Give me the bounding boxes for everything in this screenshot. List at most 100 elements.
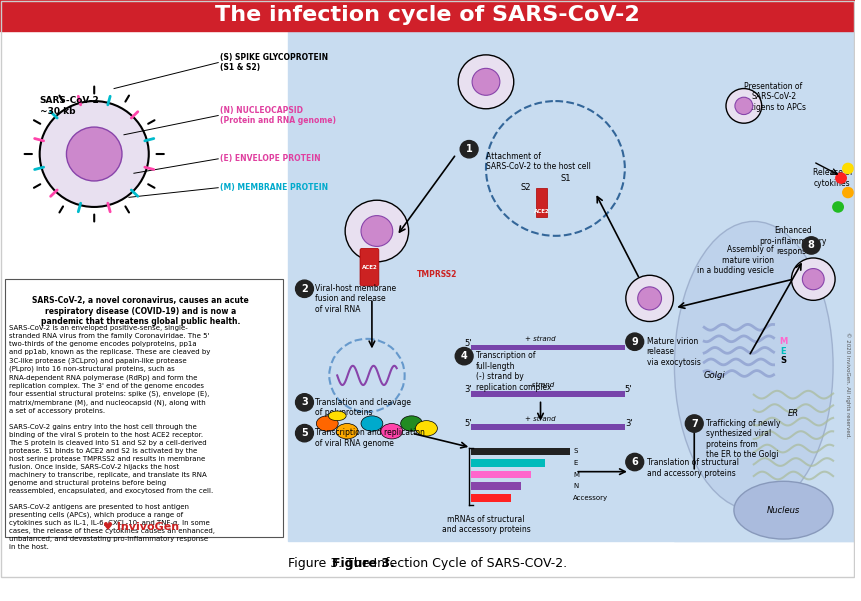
Text: 3': 3' — [624, 419, 632, 428]
Circle shape — [841, 187, 853, 198]
Circle shape — [460, 141, 478, 158]
Text: E: E — [573, 460, 577, 466]
Text: Translation of structural
and accessory proteins: Translation of structural and accessory … — [646, 458, 738, 478]
Circle shape — [66, 127, 122, 181]
Text: Enhanced
pro-inflammatory
response: Enhanced pro-inflammatory response — [759, 226, 827, 256]
Text: ACE2: ACE2 — [362, 265, 377, 270]
Ellipse shape — [673, 221, 832, 510]
Text: E: E — [780, 347, 785, 356]
Circle shape — [684, 415, 703, 432]
Ellipse shape — [400, 416, 422, 432]
Circle shape — [361, 216, 393, 246]
Bar — [673, 31, 854, 541]
Text: N: N — [573, 483, 578, 489]
Text: SARS-CoV-2 is an enveloped positive-sense, single-
stranded RNA virus from the f: SARS-CoV-2 is an enveloped positive-sens… — [9, 325, 214, 551]
Text: 5': 5' — [463, 339, 471, 348]
Bar — [535, 188, 547, 216]
Circle shape — [802, 237, 820, 254]
Text: 5': 5' — [624, 385, 632, 394]
Text: Translation and cleavage
of polyproteins: Translation and cleavage of polyproteins — [315, 397, 411, 417]
Text: Trafficking of newly
synthesized viral
proteins from
the ER to the Golgi: Trafficking of newly synthesized viral p… — [705, 419, 780, 459]
Text: S1: S1 — [560, 174, 570, 183]
Text: (M) MEMBRANE PROTEIN: (M) MEMBRANE PROTEIN — [220, 183, 328, 192]
Text: © 2020 InvivoGen. All rights reserved.: © 2020 InvivoGen. All rights reserved. — [845, 332, 850, 438]
Text: Assembly of
mature virion
in a budding vesicle: Assembly of mature virion in a budding v… — [696, 245, 772, 275]
Circle shape — [834, 172, 846, 184]
Circle shape — [734, 97, 752, 115]
Text: 4: 4 — [461, 351, 467, 361]
Text: M: M — [573, 472, 579, 478]
Ellipse shape — [328, 411, 346, 421]
Text: Attachment of
SARS-CoV-2 to the host cell: Attachment of SARS-CoV-2 to the host cel… — [486, 152, 590, 171]
Circle shape — [472, 69, 499, 96]
Text: M: M — [778, 337, 787, 346]
Bar — [471, 448, 570, 456]
Ellipse shape — [381, 424, 402, 439]
Circle shape — [295, 280, 313, 297]
Text: 3': 3' — [463, 385, 471, 394]
Text: 6: 6 — [630, 457, 637, 467]
Circle shape — [295, 424, 313, 442]
Ellipse shape — [316, 416, 338, 432]
Text: Presentation of
SARS-CoV-2
antigens to APCs: Presentation of SARS-CoV-2 antigens to A… — [740, 82, 805, 112]
Text: 3': 3' — [624, 339, 632, 348]
Text: S: S — [779, 356, 785, 365]
Text: Mature virion
release
via exocytosis: Mature virion release via exocytosis — [646, 337, 700, 367]
Circle shape — [841, 163, 853, 174]
Bar — [471, 344, 624, 350]
Ellipse shape — [415, 421, 437, 436]
Circle shape — [295, 394, 313, 411]
Circle shape — [831, 201, 843, 213]
Text: ER: ER — [787, 409, 798, 418]
Text: 2: 2 — [300, 284, 307, 294]
Circle shape — [625, 275, 672, 322]
Text: Nucleus: Nucleus — [766, 505, 799, 514]
Text: ♥ InvivoGen: ♥ InvivoGen — [102, 522, 179, 532]
Circle shape — [458, 55, 513, 109]
Text: (N) NUCLEOCAPSID
(Protein and RNA genome): (N) NUCLEOCAPSID (Protein and RNA genome… — [220, 106, 336, 125]
Text: Figure 3. The Infection Cycle of SARS-COV-2.: Figure 3. The Infection Cycle of SARS-CO… — [288, 557, 567, 570]
Bar — [471, 482, 520, 490]
Circle shape — [40, 101, 149, 207]
Ellipse shape — [733, 481, 832, 539]
Text: The infection cycle of SARS-CoV-2: The infection cycle of SARS-CoV-2 — [215, 5, 639, 25]
Circle shape — [802, 269, 823, 290]
Text: 1: 1 — [465, 144, 472, 154]
Text: 9: 9 — [630, 337, 637, 347]
Text: Accessory: Accessory — [573, 495, 608, 501]
Circle shape — [637, 287, 660, 310]
FancyBboxPatch shape — [5, 279, 282, 537]
Text: mRNAs of structural
and accessory proteins: mRNAs of structural and accessory protei… — [441, 515, 530, 534]
Text: 8: 8 — [807, 240, 814, 251]
Text: 7: 7 — [690, 418, 697, 429]
Text: 5: 5 — [300, 428, 307, 438]
Text: + strand: + strand — [524, 336, 555, 342]
Text: Viral-host membrane
fusion and release
of viral RNA: Viral-host membrane fusion and release o… — [315, 284, 396, 314]
Text: Transcription and replication
of viral RNA genome: Transcription and replication of viral R… — [315, 429, 424, 448]
Text: S2: S2 — [520, 183, 530, 192]
Text: Golgi: Golgi — [703, 371, 724, 380]
Circle shape — [455, 347, 473, 365]
Circle shape — [625, 333, 643, 350]
Text: S: S — [573, 448, 577, 454]
Text: SARS-CoV-2, a novel coronavirus, causes an acute
respiratory disease (COVID-19) : SARS-CoV-2, a novel coronavirus, causes … — [33, 296, 249, 326]
Text: Release of
cytokines: Release of cytokines — [812, 168, 852, 188]
Bar — [471, 424, 624, 430]
Ellipse shape — [336, 424, 357, 439]
Bar — [471, 494, 511, 501]
Ellipse shape — [361, 416, 382, 432]
Text: Transcription of
full-length
(-) strand by
replication complex: Transcription of full-length (-) strand … — [475, 352, 551, 391]
Circle shape — [344, 200, 408, 262]
Text: Figure 3.: Figure 3. — [331, 557, 394, 570]
Text: - strand: - strand — [526, 382, 554, 388]
Text: (S) SPIKE GLYCOPROTEIN
(S1 & S2): (S) SPIKE GLYCOPROTEIN (S1 & S2) — [220, 53, 328, 72]
Circle shape — [725, 88, 761, 123]
Text: + strand: + strand — [524, 416, 555, 422]
Circle shape — [625, 453, 643, 471]
FancyBboxPatch shape — [360, 248, 379, 286]
Text: (E) ENVELOPE PROTEIN: (E) ENVELOPE PROTEIN — [220, 154, 320, 163]
Text: ACE2: ACE2 — [533, 209, 548, 215]
Bar — [471, 471, 530, 478]
Text: TMPRSS2: TMPRSS2 — [416, 270, 456, 279]
Bar — [288, 31, 854, 541]
